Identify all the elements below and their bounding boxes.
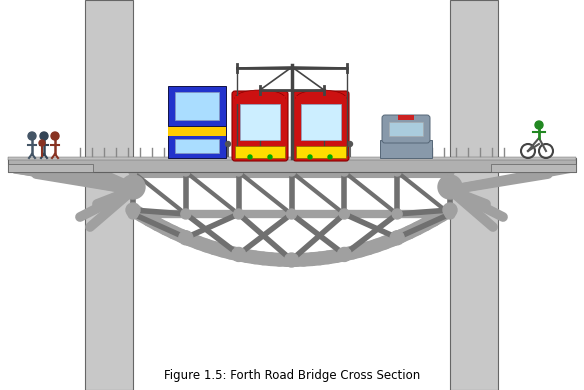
Circle shape xyxy=(126,203,140,217)
Circle shape xyxy=(248,155,252,159)
Bar xyxy=(380,140,432,158)
Text: Figure 1.5: Forth Road Bridge Cross Section: Figure 1.5: Forth Road Bridge Cross Sect… xyxy=(164,369,420,382)
Circle shape xyxy=(338,247,352,261)
Bar xyxy=(491,164,576,172)
Bar xyxy=(398,115,414,120)
Bar xyxy=(296,96,346,104)
Circle shape xyxy=(443,203,457,217)
Circle shape xyxy=(182,168,190,176)
Circle shape xyxy=(128,209,138,219)
Circle shape xyxy=(129,168,137,176)
Circle shape xyxy=(181,209,191,219)
Circle shape xyxy=(347,142,353,147)
Bar xyxy=(235,146,285,158)
Circle shape xyxy=(445,209,455,219)
Circle shape xyxy=(328,155,332,159)
Circle shape xyxy=(287,168,296,176)
Circle shape xyxy=(225,142,231,147)
Circle shape xyxy=(232,247,246,261)
Circle shape xyxy=(438,175,462,199)
Bar xyxy=(389,122,423,136)
Ellipse shape xyxy=(235,90,285,106)
Circle shape xyxy=(390,231,404,245)
Ellipse shape xyxy=(296,90,346,106)
Bar xyxy=(8,158,576,172)
Bar xyxy=(175,139,219,153)
Bar xyxy=(168,126,226,158)
Bar xyxy=(175,92,219,120)
Bar xyxy=(301,104,341,140)
Bar xyxy=(168,126,226,136)
FancyBboxPatch shape xyxy=(293,91,349,161)
Circle shape xyxy=(284,253,298,267)
Bar xyxy=(296,146,346,158)
Circle shape xyxy=(28,132,36,140)
Circle shape xyxy=(51,132,59,140)
Circle shape xyxy=(393,168,401,176)
Circle shape xyxy=(392,209,402,219)
Circle shape xyxy=(268,155,272,159)
Circle shape xyxy=(39,140,45,146)
FancyBboxPatch shape xyxy=(232,91,288,161)
Circle shape xyxy=(121,175,145,199)
Circle shape xyxy=(308,155,312,159)
FancyBboxPatch shape xyxy=(382,115,430,143)
Bar xyxy=(85,0,133,390)
Bar xyxy=(8,157,576,160)
Circle shape xyxy=(446,168,454,176)
Bar xyxy=(235,96,285,104)
Circle shape xyxy=(179,231,193,245)
Bar xyxy=(8,164,93,172)
Circle shape xyxy=(339,209,349,219)
Bar xyxy=(240,104,280,140)
Circle shape xyxy=(234,209,244,219)
Circle shape xyxy=(535,121,543,129)
Circle shape xyxy=(287,209,297,219)
Circle shape xyxy=(235,168,243,176)
Bar xyxy=(450,0,498,390)
Circle shape xyxy=(340,168,348,176)
Circle shape xyxy=(40,132,48,140)
Bar xyxy=(168,86,226,126)
